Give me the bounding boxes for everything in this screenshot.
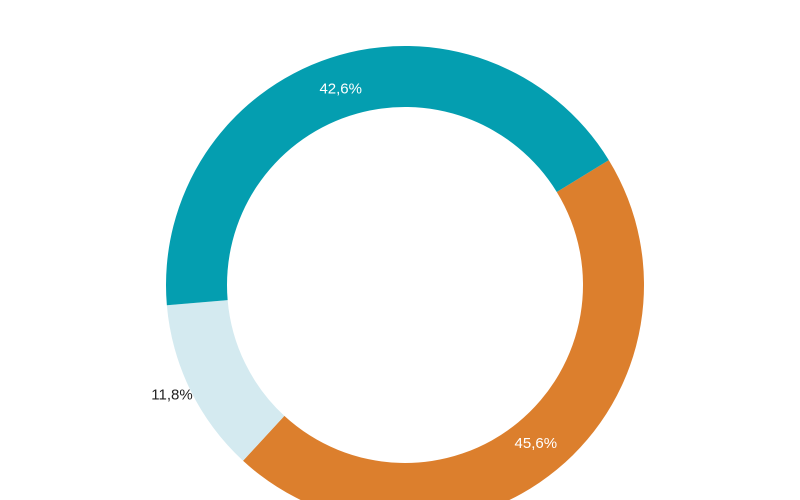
- slice-label-3: 42,6%: [319, 80, 362, 97]
- donut-slices: [166, 46, 644, 500]
- donut-slice-3: [166, 46, 609, 306]
- slice-labels: 45,6% 11,8% 42,6%: [151, 80, 557, 452]
- slice-label-2: 11,8%: [151, 387, 192, 404]
- donut-slice-2: [166, 300, 285, 461]
- donut-slice-1: [243, 160, 644, 500]
- slice-label-1: 45,6%: [515, 435, 558, 452]
